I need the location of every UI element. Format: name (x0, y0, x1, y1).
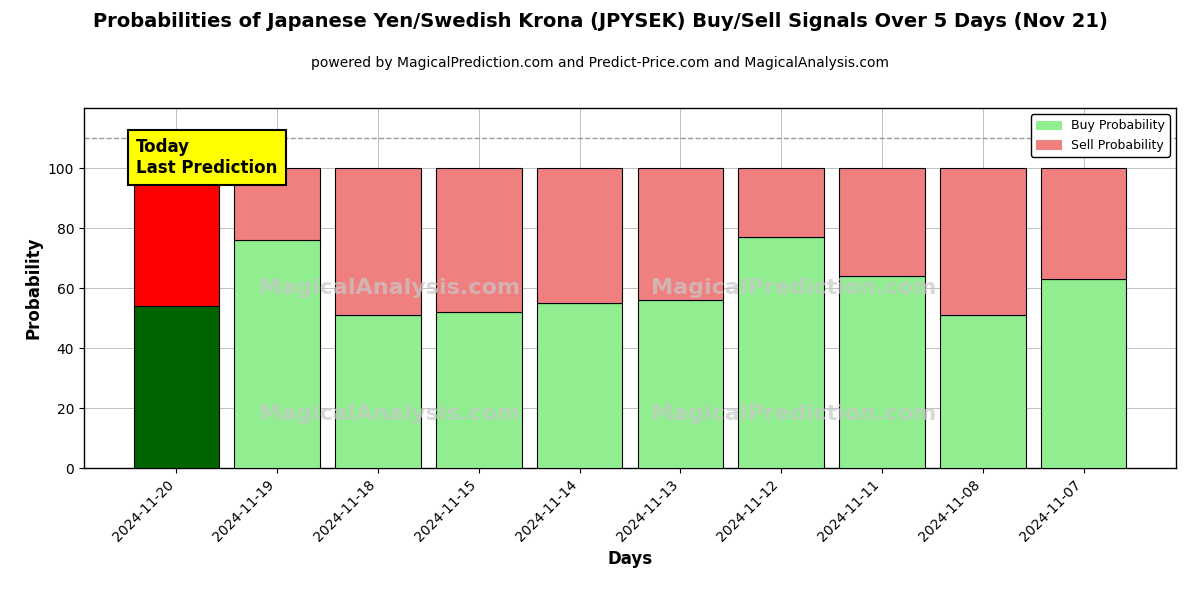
Legend: Buy Probability, Sell Probability: Buy Probability, Sell Probability (1031, 114, 1170, 157)
Bar (234, 240, 320, 468)
Text: MagicalPrediction.com: MagicalPrediction.com (652, 404, 936, 424)
Text: MagicalAnalysis.com: MagicalAnalysis.com (259, 404, 521, 424)
Bar (1040, 279, 1127, 468)
Bar (536, 303, 623, 468)
Bar (1040, 168, 1127, 279)
Bar (839, 276, 925, 468)
Bar (637, 168, 724, 300)
Bar (436, 312, 522, 468)
Text: powered by MagicalPrediction.com and Predict-Price.com and MagicalAnalysis.com: powered by MagicalPrediction.com and Pre… (311, 56, 889, 70)
Bar (940, 168, 1026, 315)
Bar (839, 168, 925, 276)
Text: Probabilities of Japanese Yen/Swedish Krona (JPYSEK) Buy/Sell Signals Over 5 Day: Probabilities of Japanese Yen/Swedish Kr… (92, 12, 1108, 31)
Text: MagicalAnalysis.com: MagicalAnalysis.com (259, 278, 521, 298)
Bar (234, 168, 320, 240)
Y-axis label: Probability: Probability (24, 237, 42, 339)
Bar (133, 306, 220, 468)
X-axis label: Days: Days (607, 550, 653, 568)
Bar (940, 315, 1026, 468)
Bar (436, 168, 522, 312)
Bar (133, 168, 220, 306)
Text: MagicalPrediction.com: MagicalPrediction.com (652, 278, 936, 298)
Bar (335, 168, 421, 315)
Text: Today
Last Prediction: Today Last Prediction (136, 138, 277, 177)
Bar (335, 315, 421, 468)
Bar (738, 168, 824, 237)
Bar (738, 237, 824, 468)
Bar (536, 168, 623, 303)
Bar (637, 300, 724, 468)
